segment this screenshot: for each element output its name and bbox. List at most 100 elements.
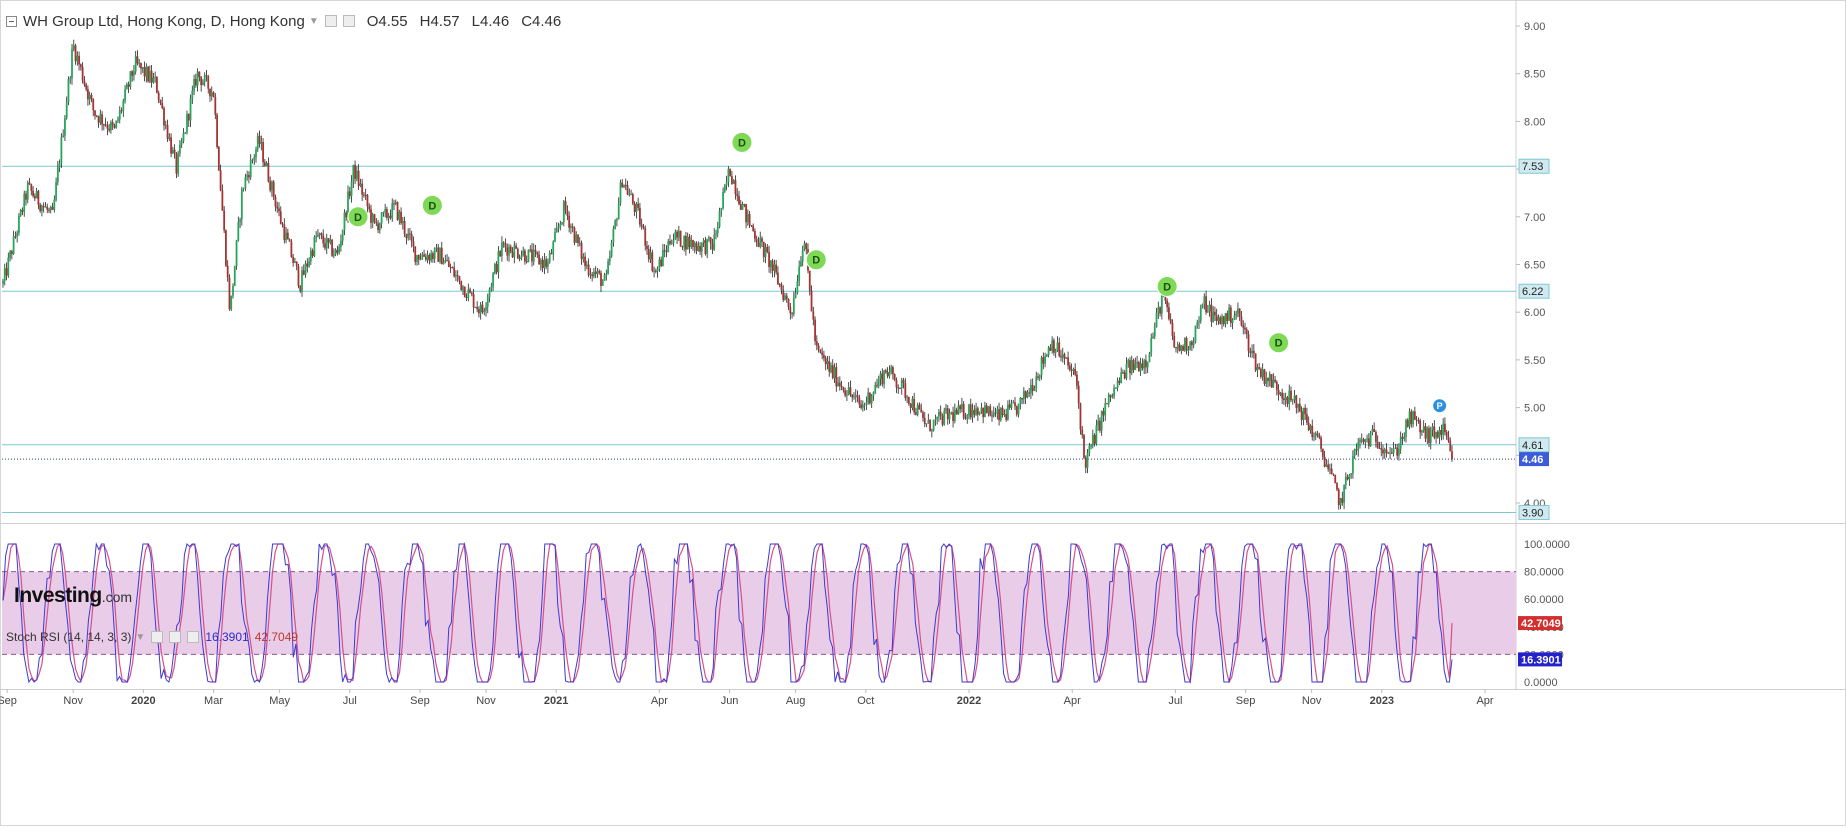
candle-body (1106, 403, 1108, 405)
candle-body (113, 125, 116, 128)
candle-body (716, 226, 719, 234)
candle-body (102, 124, 105, 126)
symbol-title[interactable]: WH Group Ltd, Hong Kong, D, Hong Kong (23, 12, 305, 30)
candle-body (1185, 338, 1188, 351)
time-tick-label: May (269, 695, 290, 707)
candle-body (455, 275, 457, 277)
settings-icon[interactable] (342, 15, 355, 27)
candle-body (872, 392, 875, 396)
candle-body (907, 397, 910, 404)
event-marker-p[interactable] (1432, 398, 1448, 414)
candle-body (341, 230, 344, 241)
candle-body (108, 128, 111, 131)
candle-body (1192, 342, 1195, 346)
dividend-marker[interactable] (805, 249, 827, 271)
candle-body (97, 116, 100, 123)
candle-body (216, 114, 218, 148)
candle-body (444, 260, 447, 263)
dividend-marker[interactable] (421, 194, 443, 216)
candle-body (1364, 439, 1367, 443)
time-tick-label: Sep (0, 695, 17, 707)
candle-body (85, 84, 88, 90)
visibility-icon[interactable] (324, 15, 337, 27)
candle-body (1254, 353, 1257, 371)
candle-body (1297, 403, 1299, 408)
candle-body (847, 387, 850, 395)
candle-body (405, 233, 408, 238)
candle-body (1063, 354, 1066, 359)
candle-body (601, 280, 604, 286)
last-price-tag (1519, 452, 1549, 467)
candle-body (879, 373, 882, 380)
candle-body (1176, 344, 1179, 349)
candle-body (987, 406, 990, 414)
candle-body (302, 270, 305, 275)
candle-body (941, 415, 944, 425)
candle-body (1005, 414, 1008, 420)
candle-body (499, 251, 502, 257)
candle-body (729, 168, 732, 177)
candle-body (269, 181, 272, 191)
candle-body (421, 254, 424, 259)
candle-body (1279, 392, 1282, 395)
dividend-marker[interactable] (347, 206, 369, 228)
candle-body (423, 254, 425, 257)
candle-body (294, 261, 296, 263)
candle-body (299, 285, 302, 291)
candle-body (867, 392, 870, 403)
candle-body (497, 251, 500, 273)
dividend-marker[interactable] (1156, 275, 1178, 297)
candle-body (1366, 438, 1368, 440)
candle-body (1265, 377, 1268, 384)
candle-body (315, 236, 318, 238)
candle-body (731, 176, 733, 184)
candle-body (911, 398, 914, 408)
indicator-name[interactable]: Stoch RSI (14, 14, 3, 3) (6, 630, 132, 644)
close-icon[interactable] (187, 631, 200, 643)
candle-body (764, 246, 767, 258)
candle-body (700, 242, 703, 252)
candle-body (1449, 440, 1452, 452)
candle-body (274, 197, 277, 207)
candle-body (32, 190, 34, 197)
candle-body (819, 349, 822, 353)
dividend-marker[interactable] (731, 131, 753, 153)
candle-body (90, 95, 93, 100)
candle-body (432, 253, 434, 259)
level-price-label: 7.53 (1522, 161, 1543, 173)
candle-body (1129, 360, 1131, 374)
candle-body (1309, 425, 1312, 431)
time-tick-label: 2021 (544, 695, 568, 707)
candle-body (1260, 368, 1262, 377)
candle-body (902, 379, 905, 384)
candle-body (14, 236, 17, 238)
chevron-down-icon[interactable]: ▼ (308, 15, 319, 27)
ohlc-close: C4.46 (521, 12, 562, 30)
candle-body (251, 159, 254, 161)
candle-body (830, 365, 832, 372)
visibility-icon[interactable] (151, 631, 164, 643)
candle-body (1219, 317, 1222, 324)
candle-body (403, 220, 406, 234)
time-tick-label: Nov (63, 695, 83, 707)
candle-body (943, 410, 946, 425)
candle-body (1183, 338, 1186, 351)
candle-body (131, 71, 134, 76)
collapse-icon[interactable] (6, 15, 17, 27)
candle-body (357, 170, 360, 186)
level-price-tag (1518, 283, 1550, 299)
candle-body (1196, 322, 1199, 326)
settings-icon[interactable] (169, 631, 182, 643)
candle-body (920, 409, 923, 413)
candle-body (41, 205, 43, 211)
candle-body (605, 273, 608, 276)
dividend-marker[interactable] (1268, 332, 1290, 354)
candle-body (672, 239, 675, 244)
candle-body (136, 56, 139, 64)
candle-body (308, 261, 310, 267)
candle-body (1217, 317, 1220, 321)
chevron-down-icon[interactable]: ▼ (135, 631, 146, 643)
candle-body (976, 408, 979, 415)
